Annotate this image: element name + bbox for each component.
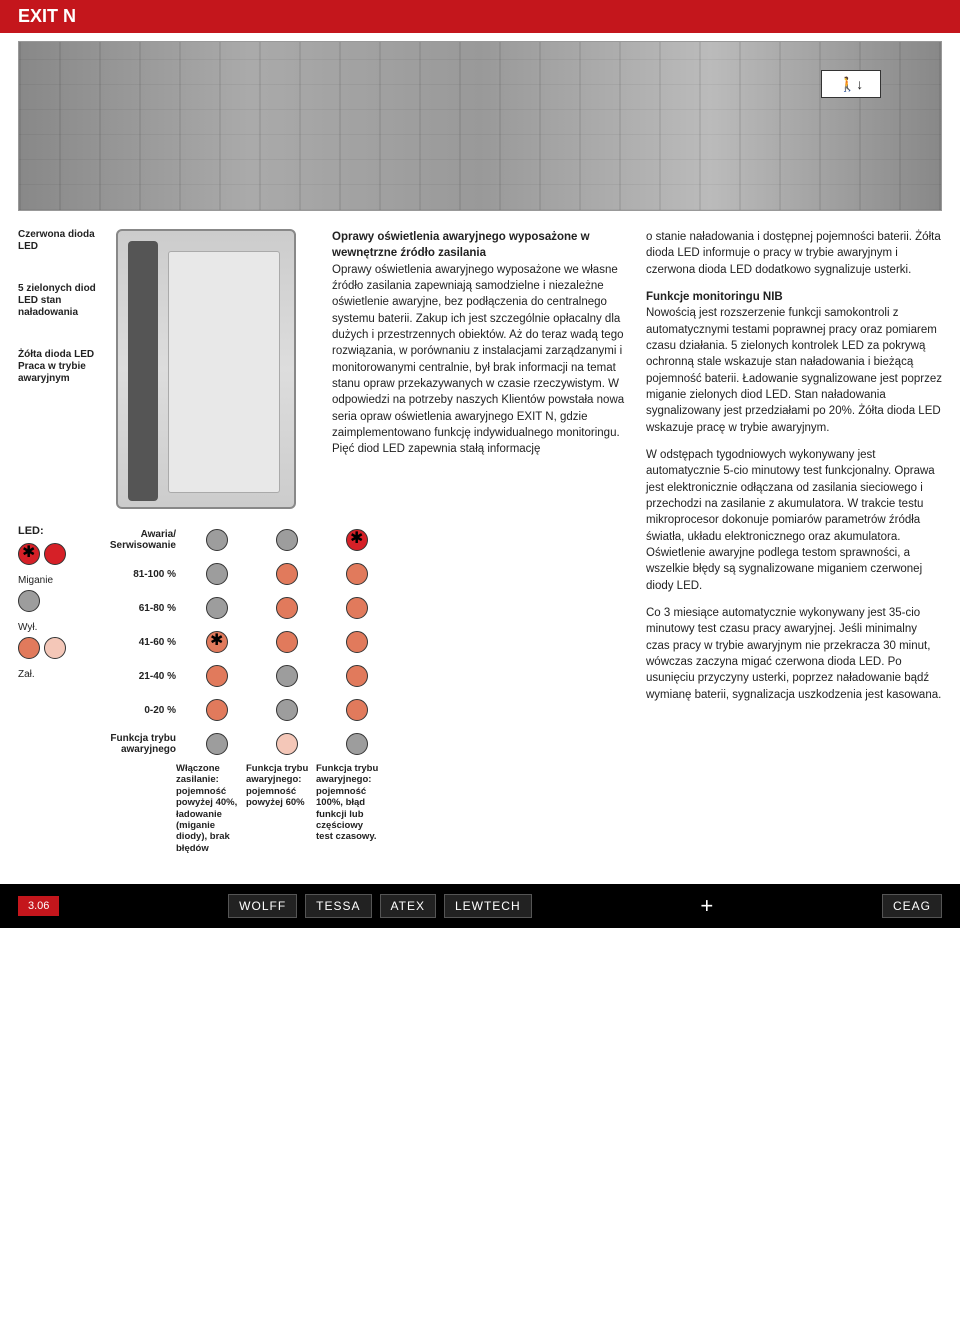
chart-column-label: Funkcja trybu awaryjnego: pojemność powy…	[246, 763, 316, 854]
chart-row-label: 41-60 %	[76, 637, 176, 648]
device-diagram: Czerwona dioda LED 5 zielonych diod LED …	[18, 229, 318, 509]
led-icon-red	[44, 543, 66, 565]
p1-body: Oprawy oświetlenia awaryjnego wyposażone…	[332, 264, 624, 456]
page-footer: 3.06 WOLFF TESSA ATEX LEWTECH + CEAG	[0, 884, 960, 928]
chart-led-icon	[276, 699, 298, 721]
led-icon-orange	[18, 637, 40, 659]
chart-led-icon	[276, 665, 298, 687]
chart-led-icon	[346, 665, 368, 687]
chart-row-label: Awaria/ Serwisowanie	[76, 529, 176, 551]
chart-column-label	[76, 763, 176, 854]
p2-body: o stanie naładowania i dostępnej pojemno…	[646, 229, 942, 278]
callout-green-leds: 5 zielonych diod LED stan naładowania	[18, 283, 110, 319]
chart-led-icon	[346, 631, 368, 653]
legend-wyl: Wył.	[18, 622, 66, 633]
chart-led-icon	[276, 733, 298, 755]
led-legend: LED: Miganie Wył. Zał.	[18, 525, 318, 854]
p3-title: Funkcje monitoringu NIB	[646, 291, 783, 303]
p1-title: Oprawy oświetlenia awaryjnego wyposażone…	[332, 231, 590, 259]
chart-led-icon	[206, 597, 228, 619]
chart-row-label: 21-40 %	[76, 671, 176, 682]
chart-led-icon	[346, 733, 368, 755]
chart-led-icon	[276, 631, 298, 653]
page-title-bar: EXIT N	[0, 0, 960, 33]
callout-red-led: Czerwona dioda LED	[18, 229, 110, 253]
chart-led-icon	[206, 563, 228, 585]
chart-column-label: Włączone zasilanie: pojemność powyżej 40…	[176, 763, 246, 854]
led-icon-grey	[18, 590, 40, 612]
page-number: 3.06	[18, 896, 59, 916]
chart-led-icon	[206, 665, 228, 687]
led-icon-pink	[44, 637, 66, 659]
p3-body: Nowością jest rozszerzenie funkcji samok…	[646, 307, 942, 433]
footer-logos: WOLFF TESSA ATEX LEWTECH	[228, 894, 531, 918]
p4-body: W odstępach tygodniowych wykonywany jest…	[646, 447, 942, 594]
p5-body: Co 3 miesiące automatycznie wykonywany j…	[646, 605, 942, 703]
footer-logo: WOLFF	[228, 894, 297, 918]
device-led-callouts: Czerwona dioda LED 5 zielonych diod LED …	[18, 229, 110, 415]
chart-led-icon	[346, 699, 368, 721]
chart-row-label: 81-100 %	[76, 569, 176, 580]
legend-miganie: Miganie	[18, 575, 66, 586]
footer-brand: CEAG	[882, 894, 942, 918]
legend-title: LED:	[18, 525, 66, 537]
legend-zal: Zał.	[18, 669, 66, 680]
chart-led-icon	[276, 597, 298, 619]
exit-sign-icon: 🚶↓	[821, 70, 881, 98]
footer-logo: ATEX	[380, 894, 436, 918]
chart-led-icon	[276, 529, 298, 551]
callout-yellow-led: Żółta dioda LED Praca w trybie awaryjnym	[18, 349, 110, 385]
chart-led-icon	[346, 597, 368, 619]
led-icon-blink-red	[18, 543, 40, 565]
chart-led-icon	[346, 529, 368, 551]
chart-row-label: 61-80 %	[76, 603, 176, 614]
hero-image: 🚶↓	[18, 41, 942, 211]
chart-row-label: Funkcja trybu awaryjnego	[76, 733, 176, 755]
chart-led-icon	[206, 699, 228, 721]
chart-led-icon	[206, 529, 228, 551]
chart-led-icon	[276, 563, 298, 585]
device-drawing	[116, 229, 296, 509]
footer-logo: TESSA	[305, 894, 371, 918]
chart-row-label: 0-20 %	[76, 705, 176, 716]
chart-led-icon	[346, 563, 368, 585]
body-text-column-2: o stanie naładowania i dostępnej pojemno…	[646, 229, 942, 854]
chart-led-icon	[206, 631, 228, 653]
footer-logo: LEWTECH	[444, 894, 532, 918]
chart-led-icon	[206, 733, 228, 755]
footer-plus: +	[700, 893, 713, 919]
